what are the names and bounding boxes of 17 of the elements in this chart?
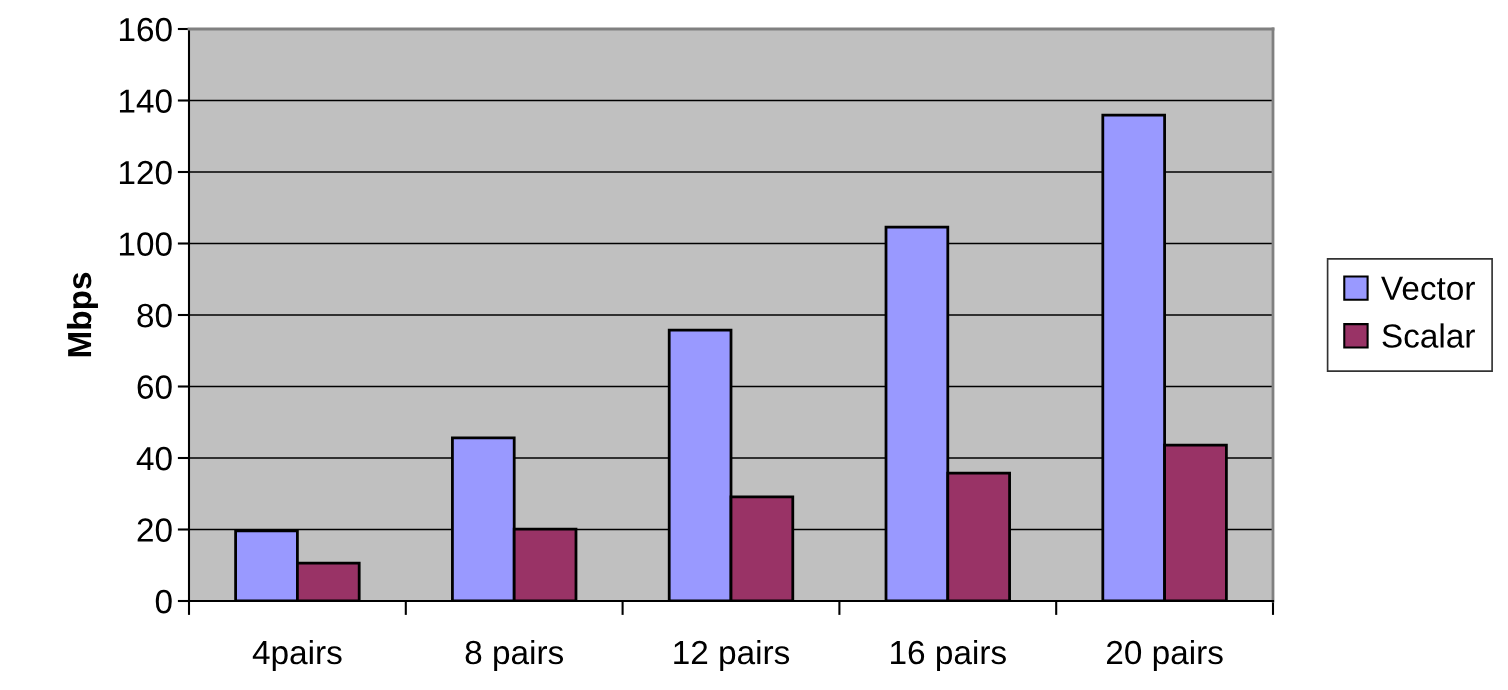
y-tick-label: 120	[119, 160, 172, 185]
x-tick-label: 12 pairs	[674, 639, 790, 671]
y-tick-label: 20	[137, 518, 172, 542]
y-tick-label: 80	[137, 303, 172, 328]
x-tick-label: 16 pairs	[891, 639, 1006, 671]
y-tick-label: 0	[155, 589, 172, 614]
x-tick-label: 20 pairs	[1106, 639, 1223, 671]
legend-label: Scalar	[1382, 323, 1475, 348]
y-tick-label: 40	[136, 446, 172, 471]
y-tick-label: 140	[119, 89, 172, 113]
legend-label: Vector	[1381, 276, 1475, 301]
y-tick-label: 100	[119, 232, 172, 256]
y-tick-label: 160	[119, 17, 172, 42]
x-tick-label: 8 pairs	[465, 639, 564, 671]
y-axis-title: Mbps	[66, 272, 98, 357]
y-tick-label: 60	[137, 375, 172, 399]
x-tick-label: 4pairs	[252, 639, 342, 671]
